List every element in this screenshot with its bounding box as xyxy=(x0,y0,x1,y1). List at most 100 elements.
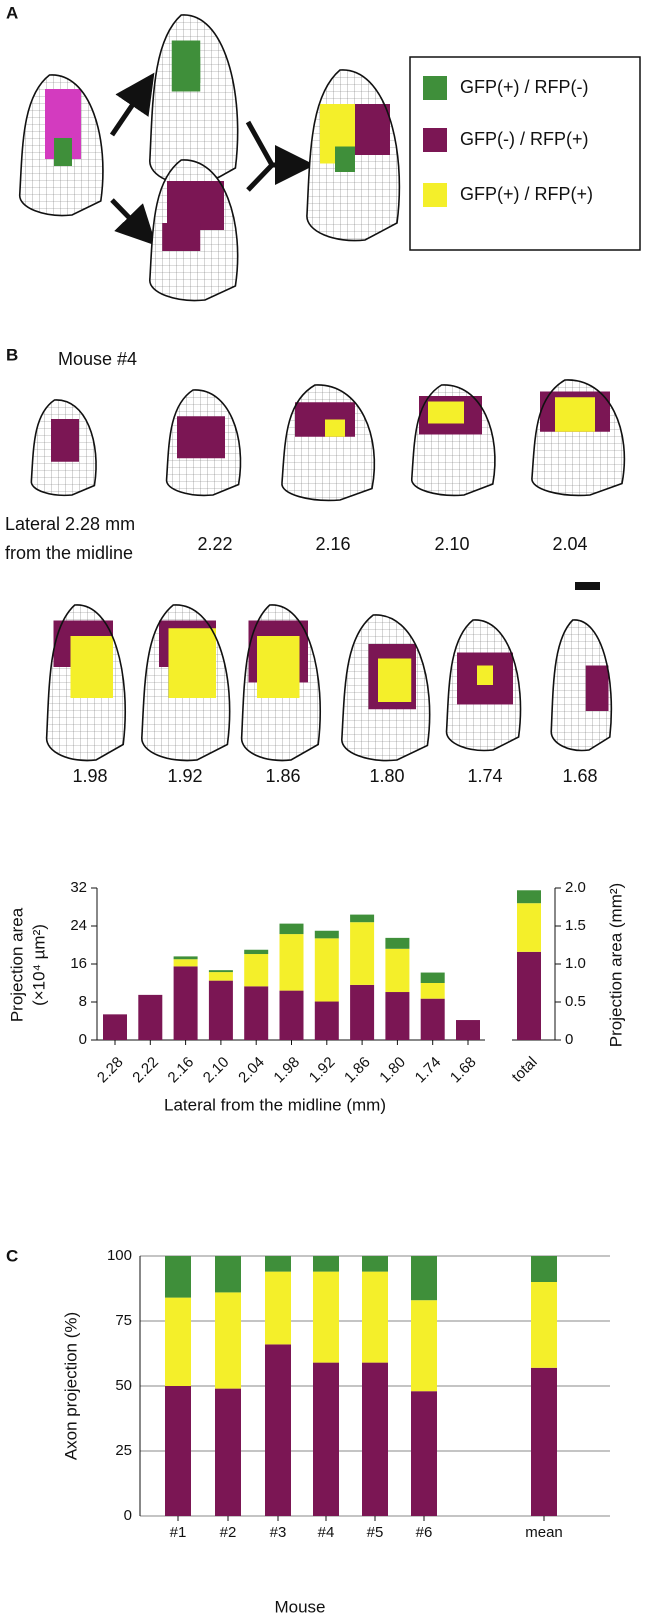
slice xyxy=(341,614,431,762)
slice-outline xyxy=(306,69,401,242)
projection-area xyxy=(168,628,216,698)
x-tick-label: 1.80 xyxy=(376,1054,409,1087)
bar-segment xyxy=(208,970,233,973)
bar-segment xyxy=(265,1271,291,1345)
slice xyxy=(240,604,321,762)
slice-grid xyxy=(551,619,612,751)
y-axis-label: Projection area xyxy=(7,907,26,1022)
bar-segment xyxy=(314,1001,339,1040)
bar-segment xyxy=(517,951,541,1040)
bar-segment xyxy=(279,934,304,991)
legend-label: GFP(-) / RFP(+) xyxy=(460,129,589,149)
slice-label: from the midline xyxy=(5,543,133,563)
panel-label: A xyxy=(6,3,18,22)
slice-label: 1.74 xyxy=(467,766,502,786)
bar-segment xyxy=(385,948,410,993)
scale-bar xyxy=(575,582,600,590)
x-tick-label: 1.92 xyxy=(306,1054,339,1087)
y-axis-label: Axon projection (%) xyxy=(61,1312,80,1460)
y-tick-label: 75 xyxy=(115,1312,132,1329)
x-tick-label: 1.68 xyxy=(447,1054,480,1087)
projection-area xyxy=(555,397,595,432)
projection-area xyxy=(186,57,201,83)
x-tick-label: 1.86 xyxy=(341,1054,374,1087)
bar-segment xyxy=(265,1256,291,1272)
bar-segment xyxy=(313,1362,339,1516)
slice-outline xyxy=(445,619,522,752)
bar-segment xyxy=(215,1256,241,1293)
slice-grid xyxy=(149,14,238,186)
bar-segment xyxy=(173,956,198,960)
bar-segment xyxy=(411,1300,437,1392)
projection-area xyxy=(70,636,113,698)
bar-segment xyxy=(362,1271,388,1363)
slice-label: 2.04 xyxy=(552,534,587,554)
bar-segment xyxy=(314,938,339,1002)
slice-outline xyxy=(341,614,431,762)
x-tick-label: #5 xyxy=(367,1524,384,1541)
slice xyxy=(149,14,239,187)
x-axis-label: Lateral from the midline (mm) xyxy=(164,1095,386,1114)
bar-segment xyxy=(350,984,375,1040)
x-tick-label: #6 xyxy=(416,1524,433,1541)
slice xyxy=(445,619,522,752)
bar-segment xyxy=(411,1391,437,1516)
slice xyxy=(30,399,97,497)
panel-label: B xyxy=(6,345,18,364)
slice xyxy=(149,159,239,302)
slice-label: 1.68 xyxy=(562,766,597,786)
x-tick-label: 2.22 xyxy=(129,1054,162,1087)
x-tick-label: 2.16 xyxy=(165,1054,198,1087)
slice-outline xyxy=(240,604,321,762)
slice xyxy=(411,384,496,497)
slice-label: 2.22 xyxy=(197,534,232,554)
y2-tick-label: 0 xyxy=(565,1031,573,1048)
slice-label: 1.98 xyxy=(72,766,107,786)
arrows xyxy=(109,72,300,246)
bar-segment xyxy=(138,994,163,1040)
y2-tick-label: 1.0 xyxy=(565,955,586,972)
legend-label: GFP(+) / RFP(+) xyxy=(460,184,593,204)
slice-outline xyxy=(149,159,239,302)
slice xyxy=(45,604,126,762)
projection-area xyxy=(335,146,355,172)
bar-segment xyxy=(215,1388,241,1516)
slice-outline xyxy=(411,384,496,497)
bar-segment xyxy=(385,937,410,949)
projection-area xyxy=(54,138,72,166)
bar-segment xyxy=(420,983,445,999)
slice-outline xyxy=(141,604,231,762)
slice-grid xyxy=(281,384,375,501)
y-tick-label: 24 xyxy=(70,917,87,934)
bar-segment xyxy=(314,930,339,939)
slice xyxy=(165,389,242,497)
projection-area xyxy=(177,416,225,459)
x-tick-label: total xyxy=(509,1054,541,1086)
slice-outline xyxy=(45,604,126,762)
slice-label: 2.10 xyxy=(434,534,469,554)
bar-segment xyxy=(531,1256,557,1282)
bar-segment xyxy=(385,992,410,1040)
bar-segment xyxy=(103,1014,127,1040)
bar-segment xyxy=(531,1367,557,1516)
bar-segment xyxy=(173,966,198,1040)
legend-swatch xyxy=(423,76,447,100)
x-tick-label: 2.04 xyxy=(235,1054,268,1087)
x-tick-label: mean xyxy=(525,1524,563,1541)
panel-label: C xyxy=(6,1246,18,1265)
bar-segment xyxy=(165,1386,191,1516)
x-tick-label: 2.28 xyxy=(94,1054,127,1087)
projection-area xyxy=(585,665,609,711)
projection-area xyxy=(477,665,493,685)
bar-segment xyxy=(165,1256,191,1298)
y-tick-label: 16 xyxy=(70,955,87,972)
legend-label: GFP(+) / RFP(-) xyxy=(460,77,589,97)
projection-area xyxy=(325,419,345,437)
slice-label: 1.92 xyxy=(167,766,202,786)
slice-outline xyxy=(281,384,376,502)
y2-axis-label: Projection area (mm²) xyxy=(606,883,625,1047)
slice-label: 2.16 xyxy=(315,534,350,554)
x-tick-label: #4 xyxy=(318,1524,335,1541)
slice xyxy=(281,384,376,502)
